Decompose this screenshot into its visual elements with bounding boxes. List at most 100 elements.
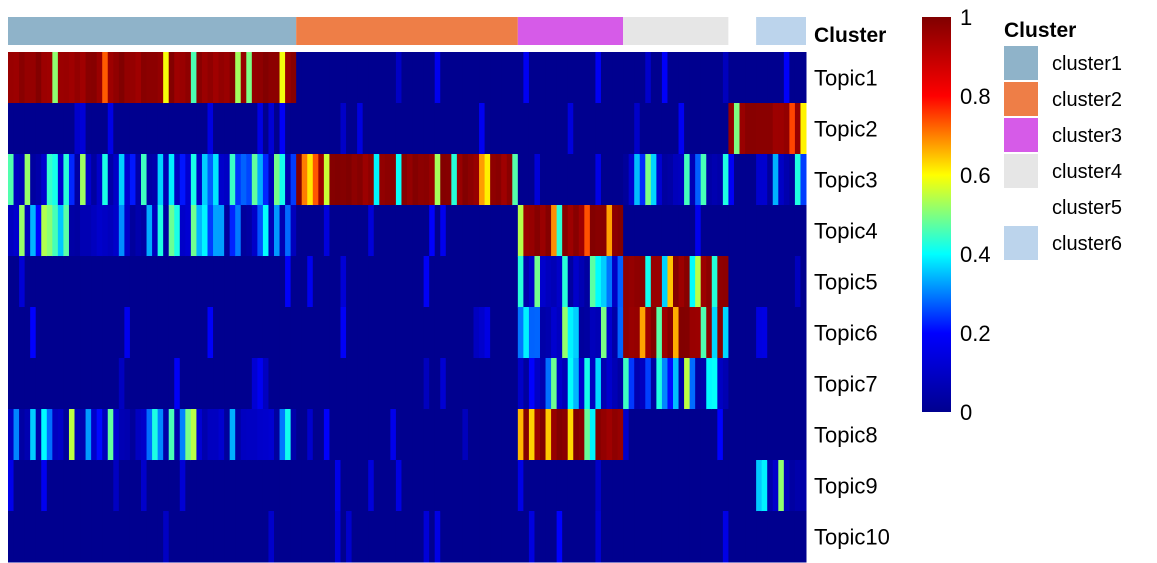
heatmap-cell — [185, 103, 192, 155]
heatmap-cell — [745, 256, 752, 308]
heatmap-cell — [639, 307, 646, 359]
heatmap-cell — [418, 307, 425, 359]
heatmap-cell — [146, 409, 153, 461]
heatmap-cell — [722, 205, 729, 257]
heatmap-cell — [412, 256, 419, 308]
heatmap-cell — [201, 409, 208, 461]
heatmap-cell — [706, 358, 713, 410]
heatmap-cell — [113, 307, 120, 359]
heatmap-cell — [285, 256, 292, 308]
heatmap-cell — [484, 307, 491, 359]
heatmap-cell — [163, 358, 170, 410]
heatmap-cell — [623, 103, 630, 155]
heatmap-cell — [113, 511, 120, 563]
heatmap-cell — [8, 154, 15, 206]
heatmap-cell — [213, 409, 220, 461]
heatmap-cell — [528, 205, 535, 257]
heatmap-cell — [213, 358, 220, 410]
heatmap-cell — [146, 103, 153, 155]
heatmap-cell — [467, 256, 474, 308]
heatmap-cell — [429, 511, 436, 563]
heatmap-cell — [628, 52, 635, 104]
heatmap-cell — [340, 52, 347, 104]
heatmap-cell — [274, 154, 281, 206]
heatmap-cell — [684, 256, 691, 308]
heatmap-cell — [401, 307, 408, 359]
heatmap-cell — [490, 409, 497, 461]
row-label: Topic9 — [814, 474, 878, 499]
heatmap-cell — [639, 205, 646, 257]
heatmap-cell — [168, 460, 175, 512]
heatmap-cell — [767, 460, 774, 512]
heatmap-cell — [789, 205, 796, 257]
heatmap-cell — [274, 358, 281, 410]
heatmap-cell — [63, 256, 70, 308]
heatmap-cell — [334, 154, 341, 206]
heatmap-cell — [418, 154, 425, 206]
heatmap-cell — [733, 358, 740, 410]
heatmap-cell — [174, 52, 181, 104]
heatmap-cell — [41, 511, 48, 563]
heatmap-cell — [19, 52, 26, 104]
heatmap-cell — [423, 256, 430, 308]
heatmap-cell — [534, 358, 541, 410]
heatmap-cell — [756, 205, 763, 257]
legend-label: cluster6 — [1052, 233, 1122, 255]
heatmap-cell — [673, 205, 680, 257]
heatmap-cell — [224, 460, 231, 512]
heatmap-cell — [124, 460, 131, 512]
heatmap-cell — [717, 358, 724, 410]
heatmap-cell — [8, 256, 15, 308]
legend-swatch — [1004, 154, 1038, 188]
heatmap-cell — [63, 409, 70, 461]
heatmap-cell — [778, 52, 785, 104]
heatmap-cell — [124, 256, 131, 308]
heatmap-cell — [362, 205, 369, 257]
heatmap-cell — [756, 409, 763, 461]
heatmap-cell — [484, 511, 491, 563]
heatmap-cell — [395, 103, 402, 155]
heatmap-cell — [274, 52, 281, 104]
heatmap-cell — [667, 205, 674, 257]
cluster-annotation-bar — [8, 17, 806, 45]
heatmap-cell — [512, 307, 519, 359]
heatmap-cell — [118, 409, 125, 461]
heatmap-cell — [501, 52, 508, 104]
heatmap-cell — [656, 205, 663, 257]
heatmap-cell — [462, 154, 469, 206]
heatmap-cell — [661, 154, 668, 206]
heatmap-cell — [218, 358, 225, 410]
heatmap-cell — [329, 409, 336, 461]
heatmap-cell — [595, 358, 602, 410]
heatmap-cell — [467, 511, 474, 563]
heatmap-cell — [440, 256, 447, 308]
heatmap-cell — [135, 511, 142, 563]
heatmap-cell — [168, 154, 175, 206]
heatmap-cell — [246, 256, 253, 308]
heatmap-cell — [174, 154, 181, 206]
heatmap-cell — [80, 460, 87, 512]
heatmap-cell — [13, 52, 20, 104]
heatmap-cell — [35, 256, 42, 308]
heatmap-cell — [190, 358, 197, 410]
heatmap-cell — [434, 103, 441, 155]
legend-items: cluster1 cluster2 cluster3 cluster4 cluster5… — [1004, 46, 1122, 260]
heatmap-cell — [268, 460, 275, 512]
heatmap-cell — [650, 460, 657, 512]
heatmap-cell — [307, 511, 314, 563]
heatmap-cell — [301, 358, 308, 410]
heatmap-cell — [85, 154, 92, 206]
heatmap-cell — [700, 358, 707, 410]
heatmap-cell — [52, 103, 59, 155]
heatmap-cell — [251, 307, 258, 359]
heatmap-cell — [384, 358, 391, 410]
heatmap-cell — [290, 307, 297, 359]
heatmap-cell — [30, 256, 37, 308]
heatmap-cell — [750, 460, 757, 512]
heatmap-cell — [196, 154, 203, 206]
heatmap-cell — [551, 307, 558, 359]
heatmap-cell — [107, 409, 114, 461]
heatmap-cell — [573, 205, 580, 257]
heatmap-cell — [168, 205, 175, 257]
heatmap-cell — [229, 511, 236, 563]
